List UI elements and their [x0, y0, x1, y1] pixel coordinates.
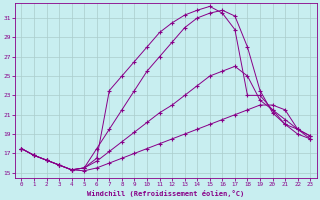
X-axis label: Windchill (Refroidissement éolien,°C): Windchill (Refroidissement éolien,°C)	[87, 190, 244, 197]
